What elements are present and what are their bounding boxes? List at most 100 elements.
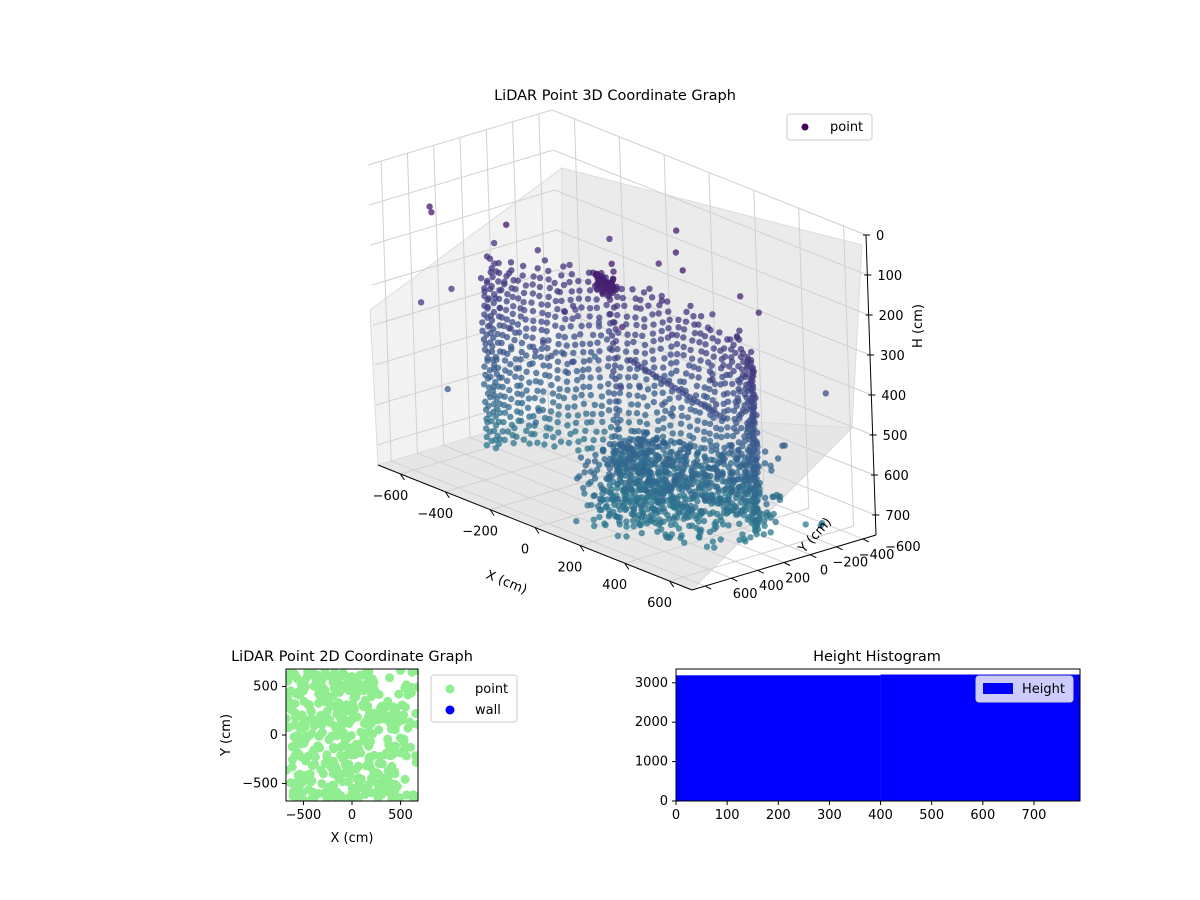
data-point-3d bbox=[657, 336, 665, 343]
data-point-3d bbox=[661, 355, 668, 362]
data-point-2d bbox=[320, 787, 330, 797]
data-point-3d bbox=[568, 288, 575, 295]
data-point-3d bbox=[523, 427, 530, 434]
data-point-3d bbox=[592, 451, 599, 459]
data-point-3d bbox=[534, 265, 541, 272]
y-tick-3d bbox=[783, 562, 791, 566]
chart-3d-title: LiDAR Point 3D Coordinate Graph bbox=[494, 88, 736, 104]
data-point-3d bbox=[586, 357, 593, 364]
data-point-3d bbox=[555, 429, 562, 436]
data-point-3d bbox=[496, 322, 503, 329]
data-point-3d bbox=[656, 443, 663, 450]
data-point-3d bbox=[488, 437, 495, 444]
y-tick-label-3d: 200 bbox=[785, 571, 810, 586]
data-point-3d bbox=[538, 345, 545, 352]
data-point-3d bbox=[669, 405, 677, 412]
data-point-3d bbox=[490, 239, 498, 247]
data-point-3d bbox=[544, 345, 551, 352]
data-point-3d bbox=[659, 389, 666, 396]
data-point-3d bbox=[650, 460, 657, 467]
data-point-3d bbox=[571, 394, 578, 401]
x-tick-label-hist: 0 bbox=[672, 808, 680, 823]
data-point-3d bbox=[523, 325, 530, 332]
data-point-2d bbox=[412, 682, 418, 692]
data-point-3d bbox=[608, 491, 615, 498]
data-point-3d bbox=[614, 532, 622, 540]
data-point-3d bbox=[507, 361, 514, 368]
data-point-3d bbox=[499, 428, 506, 435]
data-point-3d bbox=[729, 476, 736, 483]
data-point-3d bbox=[698, 348, 705, 355]
data-point-3d bbox=[426, 203, 433, 210]
data-point-3d bbox=[700, 436, 708, 443]
data-point-3d bbox=[709, 371, 716, 378]
data-point-2d bbox=[409, 794, 418, 801]
data-point-2d bbox=[385, 785, 395, 795]
data-point-3d bbox=[701, 453, 708, 460]
data-point-3d bbox=[736, 388, 743, 395]
data-point-3d bbox=[682, 370, 690, 377]
data-point-3d bbox=[624, 331, 631, 338]
data-point-3d bbox=[587, 349, 595, 356]
data-point-3d bbox=[673, 340, 681, 348]
y-tick-3d bbox=[704, 585, 712, 590]
data-point-3d bbox=[544, 311, 552, 319]
x-tick-label-hist: 100 bbox=[715, 808, 740, 823]
x-tick-label-2d: 500 bbox=[388, 808, 413, 823]
data-point-2d bbox=[374, 759, 384, 769]
data-point-3d bbox=[641, 341, 649, 349]
data-point-3d bbox=[605, 407, 613, 414]
data-point-3d bbox=[519, 262, 527, 270]
data-point-3d bbox=[630, 505, 638, 513]
data-point-3d bbox=[713, 523, 720, 531]
data-point-2d bbox=[287, 762, 297, 772]
data-point-3d bbox=[605, 471, 613, 478]
data-point-2d bbox=[385, 745, 395, 755]
data-point-3d bbox=[610, 319, 617, 326]
data-point-3d bbox=[761, 460, 769, 467]
data-point-3d bbox=[584, 458, 592, 465]
data-point-3d bbox=[492, 445, 500, 452]
data-point-3d bbox=[708, 362, 715, 369]
data-point-3d bbox=[563, 378, 571, 385]
data-point-3d bbox=[578, 391, 585, 399]
x-tick-3d bbox=[444, 491, 450, 499]
data-point-3d bbox=[659, 319, 666, 326]
data-point-3d bbox=[612, 447, 619, 455]
data-point-3d bbox=[580, 383, 587, 391]
data-point-3d bbox=[710, 353, 717, 360]
data-point-3d bbox=[681, 499, 689, 506]
data-point-3d bbox=[733, 455, 741, 463]
data-point-2d bbox=[336, 750, 346, 760]
data-point-3d bbox=[483, 433, 490, 441]
data-point-3d bbox=[644, 402, 651, 410]
data-point-3d bbox=[584, 295, 592, 303]
data-point-3d bbox=[713, 401, 720, 408]
data-point-3d bbox=[736, 520, 743, 527]
data-point-3d bbox=[555, 393, 562, 400]
data-point-3d bbox=[543, 424, 550, 431]
data-point-3d bbox=[622, 472, 629, 479]
data-point-3d bbox=[670, 515, 677, 523]
data-point-3d bbox=[480, 381, 488, 388]
data-point-3d bbox=[650, 337, 657, 345]
data-point-3d bbox=[635, 486, 642, 493]
data-point-3d bbox=[526, 413, 533, 420]
data-point-2d bbox=[310, 759, 320, 769]
data-point-3d bbox=[531, 394, 538, 402]
data-point-3d bbox=[755, 509, 763, 516]
data-point-3d bbox=[591, 458, 599, 465]
y-tick-label-hist: 1000 bbox=[635, 755, 668, 770]
data-point-3d bbox=[503, 316, 511, 323]
data-point-3d bbox=[428, 209, 435, 216]
data-point-3d bbox=[732, 349, 739, 357]
data-point-3d bbox=[514, 390, 521, 397]
data-point-3d bbox=[522, 316, 529, 323]
data-point-3d bbox=[584, 419, 591, 426]
data-point-3d bbox=[586, 287, 594, 294]
data-point-3d bbox=[658, 292, 665, 300]
data-point-3d bbox=[687, 495, 694, 503]
legend-2d-marker-point bbox=[445, 684, 455, 694]
data-point-3d bbox=[601, 428, 608, 435]
x-tick-label-hist: 600 bbox=[970, 808, 995, 823]
